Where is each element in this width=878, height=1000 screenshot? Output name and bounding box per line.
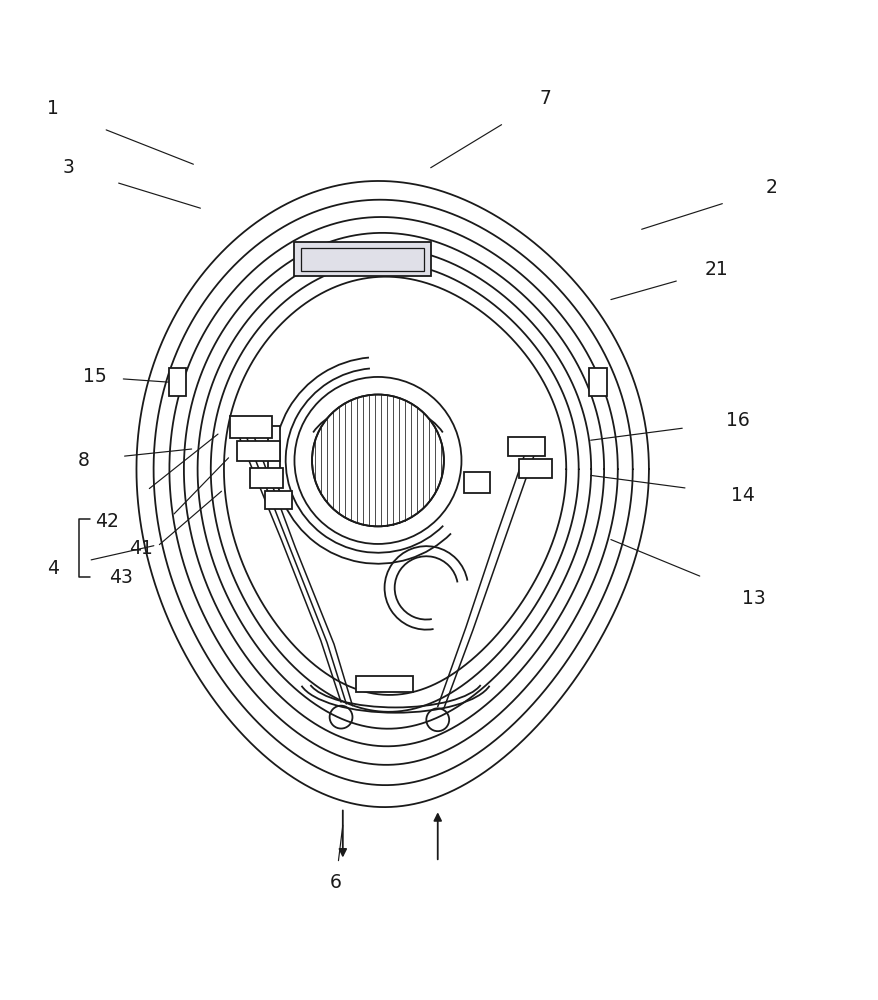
Text: 3: 3 [62, 158, 75, 177]
Text: 16: 16 [725, 411, 750, 430]
FancyBboxPatch shape [518, 459, 551, 478]
Text: 21: 21 [703, 260, 728, 279]
FancyBboxPatch shape [294, 242, 430, 276]
Text: 6: 6 [329, 873, 342, 892]
FancyBboxPatch shape [464, 472, 490, 493]
FancyBboxPatch shape [356, 676, 413, 692]
FancyBboxPatch shape [588, 368, 606, 396]
Text: 15: 15 [83, 367, 107, 386]
Text: 42: 42 [95, 512, 119, 531]
Text: 41: 41 [128, 539, 153, 558]
Text: 4: 4 [47, 559, 59, 578]
Text: 7: 7 [538, 89, 551, 108]
Text: 43: 43 [109, 568, 133, 587]
Circle shape [312, 395, 443, 526]
Text: 1: 1 [47, 99, 59, 118]
FancyBboxPatch shape [230, 416, 272, 438]
Text: 8: 8 [77, 451, 90, 470]
Text: 14: 14 [730, 486, 754, 505]
FancyBboxPatch shape [237, 441, 279, 461]
FancyBboxPatch shape [249, 468, 283, 488]
FancyBboxPatch shape [169, 368, 186, 396]
FancyBboxPatch shape [268, 426, 280, 477]
FancyBboxPatch shape [507, 437, 544, 456]
FancyBboxPatch shape [265, 491, 291, 509]
Text: 2: 2 [765, 178, 777, 197]
Text: 13: 13 [741, 589, 766, 608]
